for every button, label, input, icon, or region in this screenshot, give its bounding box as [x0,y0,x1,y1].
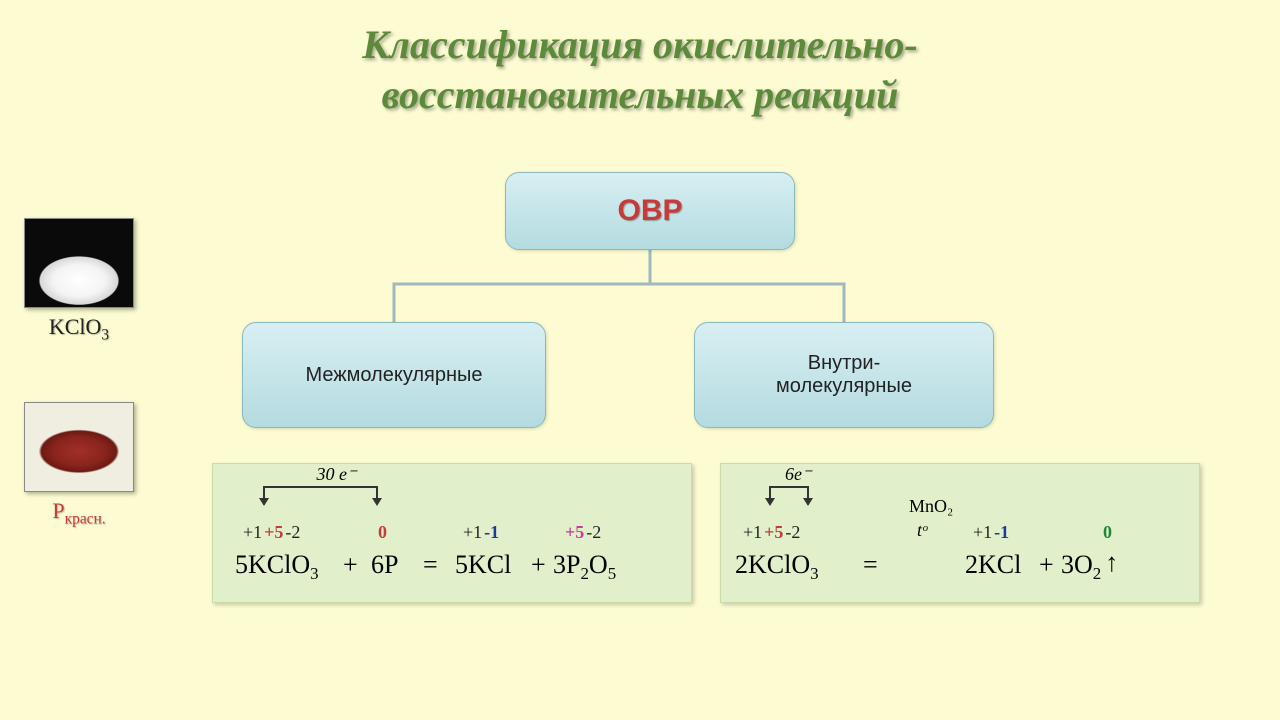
red-powder-image [24,402,134,492]
electron-count-label: 30 e⁻ [317,464,357,485]
slide: Классификация окислительно- восстановите… [0,0,1280,720]
side-image-caption-0: KClO3 [24,314,134,344]
title-line-2: восстановительных реакций [0,70,1280,120]
title-line-1: Классификация окислительно- [0,20,1280,70]
equation-segment: = [863,550,878,580]
equation-segment: 3P2O5 [553,550,616,584]
oxidation-state-group: 0 [378,522,389,543]
catalyst-label: MnO₂ [909,496,953,517]
node-intramolecular: Внутри- молекулярные [694,322,994,428]
equation-segment: 2KCl [965,550,1021,580]
electron-bracket [263,486,378,498]
equation-segment: 5KCl [455,550,511,580]
oxidation-state-group: +1+5-2 [243,522,302,543]
oxidation-state-group: +1+5-2 [743,522,802,543]
node-intermolecular: Межмолекулярные [242,322,546,428]
white-powder-image [24,218,134,308]
side-image-1: Pкрасн. [24,402,134,528]
oxidation-state-group: +1-1 [463,522,501,543]
oxidation-state-group: +1-1 [973,522,1011,543]
equation-segment: 6P [371,550,398,580]
equation-segment: 2KClO3 [735,550,819,584]
oxidation-state-group: 0 [1103,522,1114,543]
oxidation-state-group: +5-2 [565,522,603,543]
side-image-0: KClO3 [24,218,134,344]
node-ovr-root: ОВР [505,172,795,250]
temperature-label: tᵒ [917,520,927,541]
equation-segment: 3O2↑ [1061,550,1118,584]
electron-bracket [769,486,809,498]
electron-count-label: 6e⁻ [785,464,812,485]
equation-segment: 5KClO3 [235,550,319,584]
formula-panel-intramolecular: 6e⁻ MnO₂ tᵒ +1+5-2 2KClO3 = +1-1 2KCl +0 3O2↑ [720,463,1200,603]
formula-panel-intermolecular: 30 e⁻ +1+5-2 5KClO3 +0 6P = +1-1 5KCl + +5-2 3P2O5 [212,463,692,603]
equation-segment: + [1039,550,1054,580]
side-image-caption-1: Pкрасн. [24,498,134,528]
slide-title: Классификация окислительно- восстановите… [0,20,1280,120]
equation-segment: + [343,550,358,580]
equation-segment: = [423,550,438,580]
equation-segment: + [531,550,546,580]
